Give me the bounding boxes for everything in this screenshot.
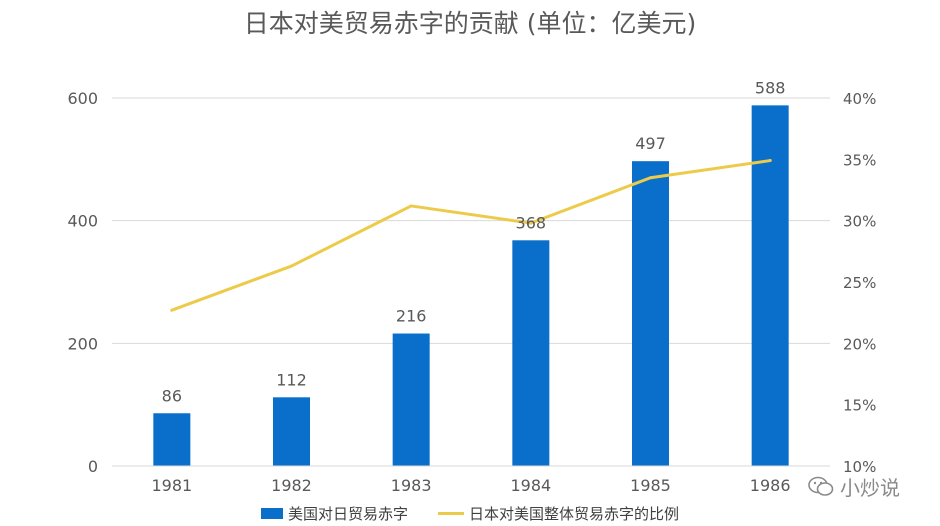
bar — [632, 161, 669, 466]
line-point — [409, 204, 413, 208]
bar-data-label: 216 — [396, 307, 427, 326]
legend-item-line: 日本对美国整体贸易赤字的比例 — [438, 503, 679, 524]
right-tick-label: 40% — [843, 90, 876, 108]
x-tick-label: 1985 — [630, 476, 671, 495]
chart-title: 日本对美贸易赤字的贡献 (单位：亿美元) — [243, 9, 697, 38]
bar-data-label: 497 — [635, 134, 666, 153]
line-series-path — [170, 159, 772, 312]
left-tick-label: 400 — [67, 212, 98, 231]
legend-label-bar: 美国对日贸易赤字 — [287, 505, 408, 523]
line-point — [529, 221, 533, 225]
line-point — [290, 264, 293, 268]
line-point — [170, 308, 174, 312]
right-tick-label: 35% — [843, 151, 876, 169]
left-tick-label: 0 — [88, 457, 98, 476]
left-axis: 0 200 400 600 — [67, 89, 98, 476]
legend: 美国对日贸易赤字 日本对美国整体贸易赤字的比例 — [0, 503, 940, 524]
right-tick-label: 10% — [843, 458, 876, 476]
wechat-icon — [808, 476, 834, 496]
bar — [273, 397, 310, 466]
bar — [512, 240, 550, 466]
watermark: 小炒说 — [808, 472, 900, 501]
legend-item-bar: 美国对日贸易赤字 — [260, 503, 408, 524]
right-tick-label: 30% — [843, 213, 876, 231]
legend-swatch-bar — [260, 508, 283, 519]
line-series — [170, 159, 772, 312]
bar-data-label: 86 — [162, 386, 182, 405]
bar — [153, 413, 191, 466]
gridlines — [112, 97, 830, 467]
bar-data-label: 112 — [276, 370, 307, 389]
bar-data-label: 588 — [755, 78, 786, 97]
bar — [751, 105, 789, 467]
line-point — [649, 176, 652, 180]
left-tick-label: 600 — [67, 89, 98, 108]
data-labels: 86 112 216 368 497 588 — [162, 78, 786, 405]
x-axis: 1981 1982 1983 1984 1985 1986 — [112, 465, 830, 495]
line-point — [768, 159, 772, 163]
legend-label-line: 日本对美国整体贸易赤字的比例 — [469, 505, 680, 523]
x-tick-label: 1981 — [151, 476, 192, 495]
x-tick-label: 1983 — [391, 476, 432, 495]
right-tick-label: 25% — [843, 274, 876, 292]
x-tick-label: 1986 — [750, 476, 791, 495]
legend-swatch-line — [438, 512, 464, 515]
left-tick-label: 200 — [67, 334, 98, 353]
bar — [392, 333, 430, 466]
right-tick-label: 15% — [843, 397, 876, 415]
right-axis: 10% 15% 20% 25% 30% 35% 40% — [843, 90, 876, 476]
watermark-text: 小炒说 — [840, 476, 900, 500]
bar-data-label: 368 — [516, 213, 547, 232]
x-tick-label: 1984 — [510, 476, 551, 495]
right-tick-label: 20% — [843, 335, 876, 353]
x-tick-label: 1982 — [271, 476, 312, 495]
bar-series — [153, 105, 789, 467]
